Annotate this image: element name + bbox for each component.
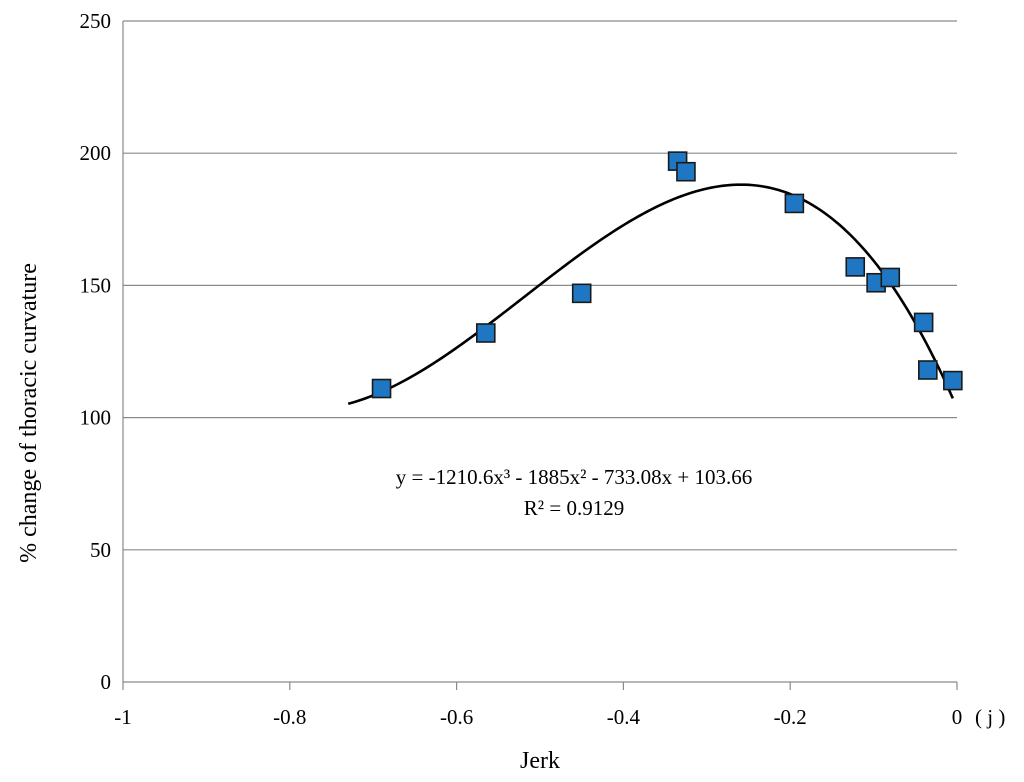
x-tick-labels: -1 -0.8 -0.6 -0.4 -0.2 0 [114, 705, 962, 729]
y-tick-labels: 0 50 100 150 200 250 [80, 9, 112, 694]
x-tick-label-4: -0.2 [774, 705, 807, 729]
x-tick-label-5: 0 [952, 705, 963, 729]
data-point-6 [845, 257, 866, 277]
y-axis-title: % change of thoracic curvature [16, 263, 42, 563]
x-tick-label-2: -0.6 [440, 705, 473, 729]
data-points [371, 151, 963, 399]
data-point-9 [913, 312, 934, 333]
x-tick-label-1: -0.8 [273, 705, 306, 729]
y-tick-label-5: 250 [80, 9, 112, 33]
trendline-equation: y = -1210.6x³ - 1885x² - 733.08x + 103.6… [396, 465, 753, 489]
trendline-r-squared: R² = 0.9129 [524, 496, 624, 520]
data-point-10 [918, 360, 938, 380]
y-tick-label-3: 150 [80, 273, 112, 297]
data-point-11 [943, 370, 963, 391]
data-point-4 [676, 161, 696, 182]
y-tick-label-1: 50 [90, 538, 111, 562]
y-tick-label-0: 0 [101, 670, 112, 694]
x-tick-label-0: -1 [114, 705, 132, 729]
x-axis-title: Jerk [520, 748, 560, 774]
data-point-8 [880, 267, 901, 288]
y-tick-label-4: 200 [80, 141, 112, 165]
trendline [347, 183, 955, 406]
data-point-1 [475, 323, 496, 343]
data-point-2 [571, 283, 592, 304]
x-axis-unit: ( j ) [975, 705, 1005, 729]
axes [122, 21, 958, 690]
x-tick-label-3: -0.4 [607, 705, 641, 729]
data-point-5 [784, 193, 805, 214]
y-tick-label-2: 100 [80, 406, 112, 430]
trendline-group [347, 183, 955, 406]
data-point-0 [371, 378, 392, 399]
